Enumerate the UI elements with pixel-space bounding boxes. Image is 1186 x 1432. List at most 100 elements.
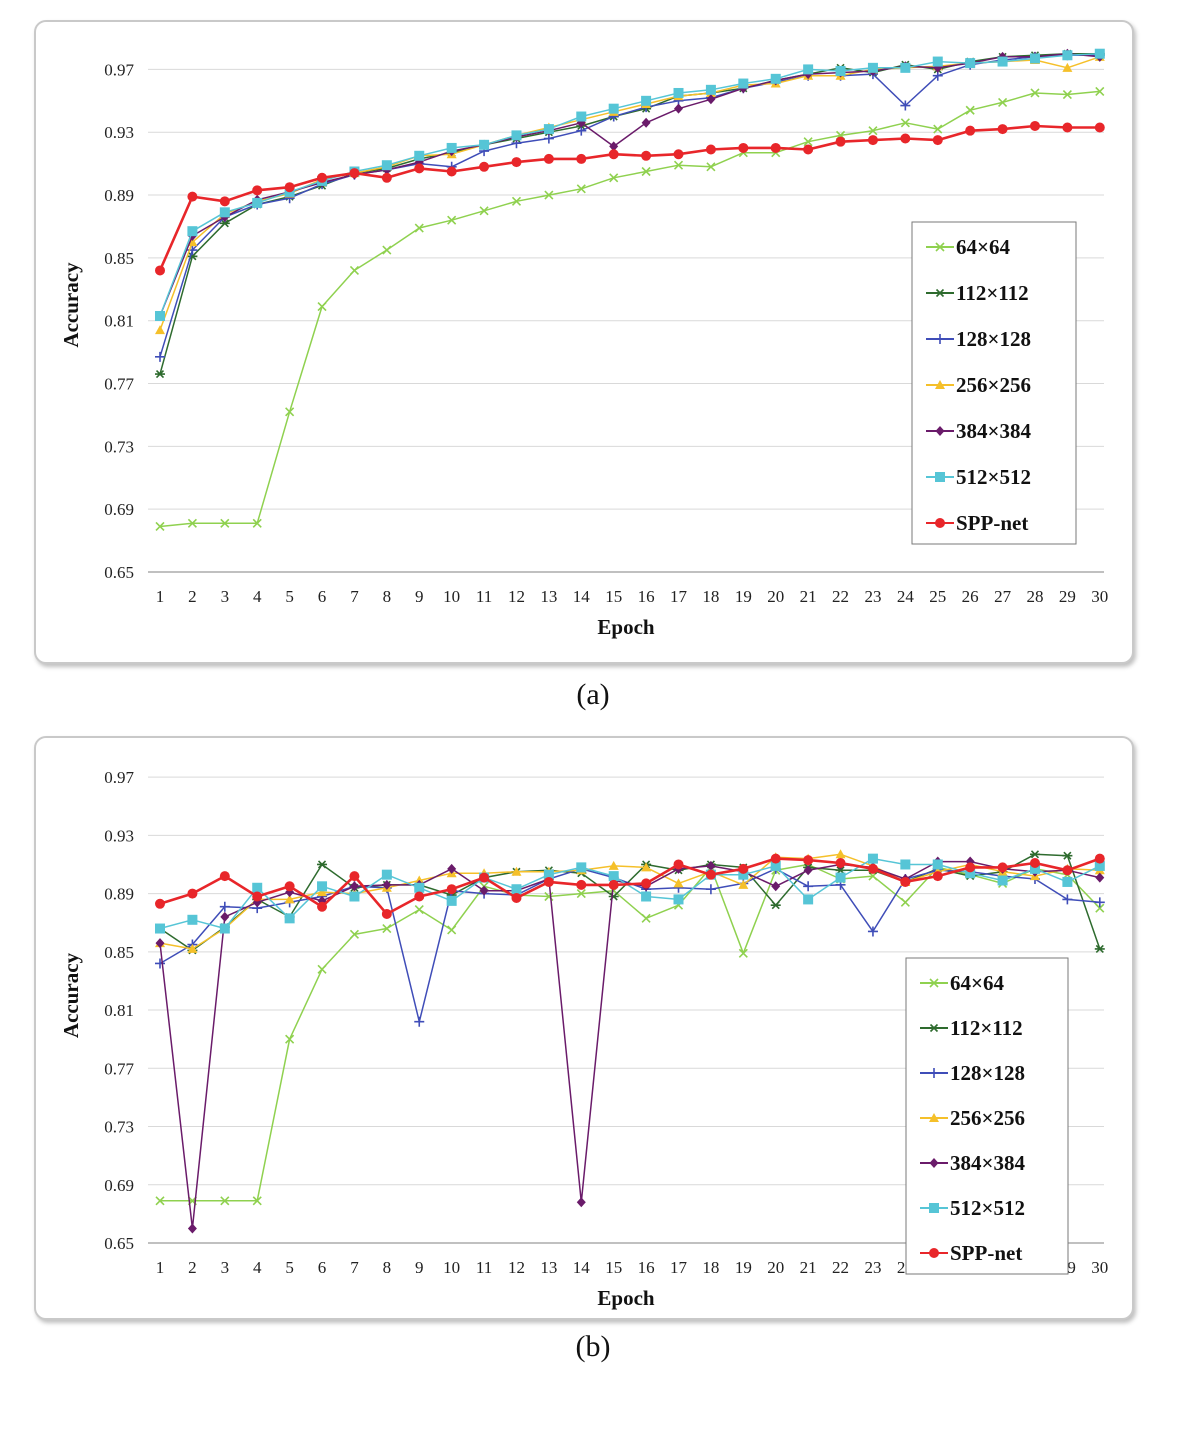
data-point [155, 351, 165, 362]
data-point [219, 196, 230, 207]
series-line-0 [160, 863, 1101, 1202]
x-tick-label: 7 [350, 1258, 359, 1277]
y-tick-label: 0.89 [104, 885, 134, 904]
data-point [1095, 872, 1105, 883]
y-tick-label: 0.73 [104, 437, 134, 456]
data-point [576, 1197, 586, 1208]
legend-entry-6: SPP-net [950, 1241, 1022, 1265]
data-point [284, 182, 295, 193]
data-point [835, 858, 846, 869]
x-tick-label: 28 [1026, 587, 1043, 606]
data-point [1094, 860, 1105, 871]
data-point [252, 197, 263, 208]
data-point [868, 126, 878, 136]
data-point [219, 207, 230, 218]
data-point [803, 894, 814, 905]
data-point [1030, 88, 1040, 98]
series-line-0 [159, 90, 1100, 528]
x-tick-label: 3 [221, 1258, 230, 1277]
data-point [641, 95, 652, 106]
x-tick-label: 7 [350, 587, 359, 606]
legend-swatch-marker [929, 1203, 939, 1213]
data-point [446, 166, 457, 177]
chart-a-svg: 0.650.690.730.770.810.850.890.930.971 2 3 4… [59, 48, 1108, 639]
legend-swatch-marker [929, 1113, 939, 1122]
legend-swatch-marker [935, 288, 945, 298]
data-point [608, 879, 619, 890]
data-point [317, 895, 327, 906]
data-point [479, 139, 490, 150]
data-point [867, 926, 878, 937]
data-point [1029, 858, 1040, 869]
data-point [317, 302, 327, 312]
y-tick-label: 0.77 [104, 1059, 134, 1078]
legend-entry-5: 512×512 [956, 465, 1031, 489]
x-tick-label: 22 [832, 587, 849, 606]
data-point [317, 964, 327, 974]
data-point [900, 897, 910, 907]
x-tick-label: 11 [476, 587, 492, 606]
data-point [543, 124, 554, 135]
x-axis-title: Epoch [597, 1286, 655, 1310]
data-point [965, 58, 976, 69]
data-point [479, 161, 490, 172]
data-point [1094, 853, 1105, 864]
data-point [609, 141, 619, 152]
data-point [187, 518, 197, 528]
legend-swatch-marker [935, 334, 945, 344]
data-point [900, 133, 911, 144]
data-point [673, 894, 684, 905]
x-tick-label: 21 [800, 587, 817, 606]
y-tick-label: 0.85 [104, 943, 134, 962]
y-tick-label: 0.73 [104, 1118, 134, 1137]
data-point [770, 860, 781, 871]
data-point [317, 901, 328, 912]
x-tick-label: 30 [1091, 587, 1108, 606]
data-point [511, 866, 522, 876]
data-point [284, 894, 295, 904]
data-point [187, 914, 198, 925]
legend-entry-5: 512×512 [950, 1196, 1025, 1220]
legend-entry-3: 256×256 [950, 1106, 1025, 1130]
data-point [252, 1196, 262, 1206]
data-point [187, 226, 198, 237]
data-point [674, 103, 684, 114]
data-point [187, 888, 198, 899]
data-point [608, 149, 619, 160]
data-point [284, 881, 295, 892]
data-point [511, 130, 522, 141]
data-point [997, 875, 1008, 886]
data-point [706, 162, 716, 172]
x-tick-label: 21 [800, 1258, 817, 1277]
data-point [576, 889, 586, 899]
data-point [738, 879, 749, 889]
data-point [446, 142, 457, 153]
data-point [349, 168, 360, 179]
data-point [705, 144, 716, 155]
legend-swatch-marker [935, 242, 945, 252]
data-point [479, 206, 489, 216]
data-point [867, 853, 878, 864]
data-point [641, 891, 652, 902]
data-point [381, 160, 392, 171]
data-point [738, 142, 749, 153]
legend-entry-3: 256×256 [956, 373, 1031, 397]
data-point [544, 190, 554, 200]
series-5 [155, 48, 1105, 321]
data-point [770, 901, 781, 910]
data-point [155, 1196, 165, 1206]
panel-caption-a: (a) [576, 678, 610, 711]
data-point [220, 1196, 230, 1206]
series-line-5 [159, 857, 1101, 930]
data-point [219, 901, 230, 912]
data-point [220, 911, 230, 922]
x-tick-label: 20 [767, 1258, 784, 1277]
data-point [706, 860, 716, 871]
data-point [1062, 865, 1073, 876]
data-point [219, 871, 230, 882]
x-tick-label: 10 [443, 1258, 460, 1277]
data-point [705, 84, 716, 95]
data-point [1095, 903, 1105, 913]
x-tick-label: 4 [253, 587, 262, 606]
y-tick-label: 0.69 [104, 1176, 134, 1195]
